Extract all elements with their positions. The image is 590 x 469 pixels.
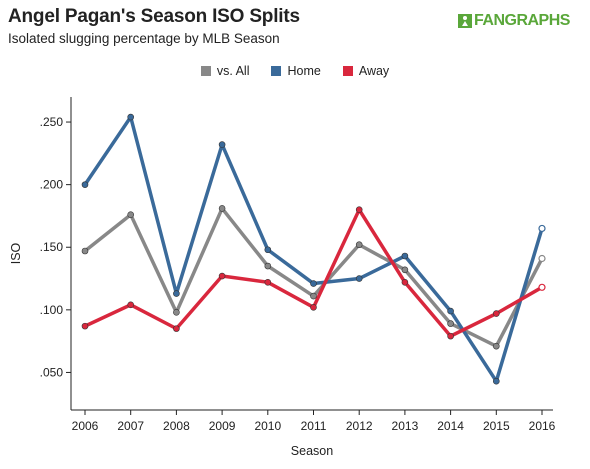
- brand-name: FANGRAPHS: [474, 12, 570, 29]
- x-tick-label: 2009: [209, 419, 236, 433]
- series-line-away: [83, 207, 544, 338]
- y-tick-label: .200: [40, 178, 64, 192]
- y-tick-label: .250: [40, 115, 64, 129]
- chart-subtitle: Isolated slugging percentage by MLB Seas…: [8, 31, 280, 46]
- x-tick-label: 2006: [72, 419, 99, 433]
- data-point-vs-all: [492, 342, 500, 350]
- data-point-away: [401, 278, 409, 286]
- data-point-home: [218, 141, 226, 148]
- axes: .050 .100 .150 .200 .250 2006 2007 2008 2009 2010…: [40, 97, 556, 433]
- series-line-home: [83, 115, 544, 383]
- legend-item-away: Away: [342, 64, 390, 78]
- x-tick-label: 2012: [346, 419, 373, 433]
- fangraphs-icon: [458, 14, 472, 28]
- chart-title: Angel Pagan's Season ISO Splits: [8, 6, 300, 27]
- legend-label-home: Home: [287, 64, 321, 78]
- x-tick-label: 2011: [301, 419, 327, 433]
- data-point-home: [538, 224, 546, 233]
- data-point-home: [401, 252, 409, 260]
- x-tick-label: 2016: [529, 419, 556, 433]
- x-axis-label: Season: [291, 444, 333, 458]
- data-point-vs-all: [538, 254, 546, 263]
- data-point-vs-all: [218, 205, 226, 212]
- data-point-home: [310, 280, 317, 287]
- data-point-home: [127, 113, 134, 121]
- x-tick-label: 2008: [163, 419, 190, 433]
- data-point-vs-all: [310, 292, 317, 300]
- y-tick-label: .050: [40, 365, 64, 379]
- x-tick-label: 2007: [117, 419, 144, 433]
- data-point-away: [447, 332, 454, 340]
- data-point-away: [310, 304, 317, 311]
- y-tick-label: .100: [40, 303, 64, 317]
- legend: vs. All Home Away: [0, 64, 590, 78]
- series-layer: [81, 113, 546, 385]
- legend-label-vs-all: vs. All: [216, 64, 250, 78]
- legend-item-vs-all: vs. All: [200, 64, 250, 78]
- data-point-vs-all: [173, 309, 180, 316]
- data-point-home: [81, 181, 89, 188]
- data-point-away: [264, 278, 272, 286]
- data-point-home: [355, 275, 363, 282]
- data-point-vs-all: [81, 247, 89, 255]
- legend-swatch-vs-all: [200, 66, 211, 76]
- data-point-away: [492, 310, 500, 317]
- y-axis-label: ISO: [9, 242, 23, 264]
- data-point-vs-all: [355, 241, 363, 249]
- legend-swatch-away: [342, 66, 353, 76]
- data-point-vs-all: [127, 211, 134, 218]
- y-tick-label: .150: [40, 240, 64, 254]
- data-point-vs-all: [401, 266, 409, 274]
- data-point-away: [218, 272, 226, 280]
- x-tick-label: 2014: [437, 419, 464, 433]
- x-tick-label: 2015: [483, 419, 510, 433]
- data-point-away: [81, 322, 89, 330]
- data-point-away: [127, 301, 134, 309]
- fangraphs-logo: FANGRAPHS: [458, 12, 570, 30]
- data-point-away: [173, 325, 180, 332]
- legend-swatch-home: [271, 66, 282, 76]
- data-point-vs-all: [264, 262, 272, 270]
- x-tick-label: 2013: [392, 419, 419, 433]
- legend-item-home: Home: [271, 64, 321, 78]
- legend-label-away: Away: [358, 64, 390, 78]
- data-point-home: [447, 307, 454, 315]
- x-tick-label: 2010: [254, 419, 281, 433]
- data-point-away: [538, 283, 546, 291]
- data-point-home: [173, 290, 180, 297]
- data-point-vs-all: [447, 320, 454, 327]
- data-point-away: [355, 206, 363, 213]
- data-point-home: [264, 246, 272, 254]
- data-point-home: [492, 377, 500, 385]
